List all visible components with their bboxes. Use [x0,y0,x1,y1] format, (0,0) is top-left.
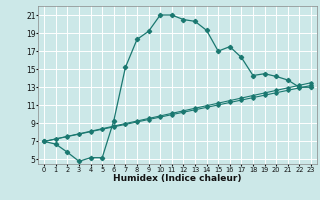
X-axis label: Humidex (Indice chaleur): Humidex (Indice chaleur) [113,174,242,183]
